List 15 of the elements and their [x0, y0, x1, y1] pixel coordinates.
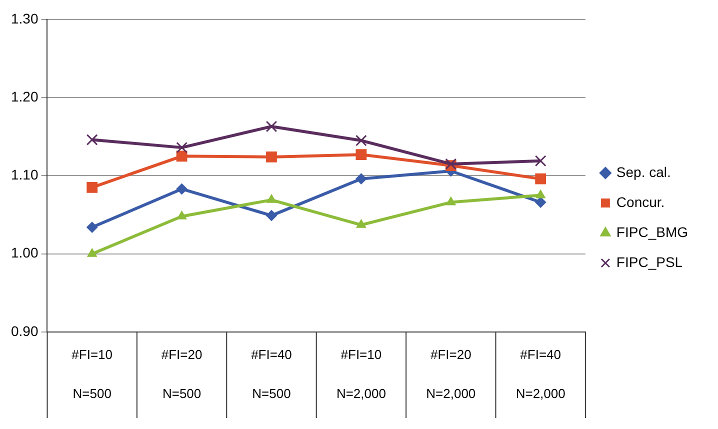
y-tick-label: 1.00 — [11, 244, 38, 261]
category-label: #FI=40 N=2,000 — [516, 347, 566, 402]
y-tick-label: 1.30 — [11, 10, 38, 26]
legend-label: FIPC_BMG — [616, 224, 688, 240]
category-label: #FI=40 N=500 — [251, 347, 292, 402]
y-tick-label: 1.10 — [11, 166, 38, 183]
legend-label: Sep. cal. — [616, 164, 671, 180]
category-label: #FI=20 N=500 — [161, 347, 202, 402]
category-label: #FI=20 N=2,000 — [426, 347, 476, 402]
category-label: #FI=10 N=500 — [72, 347, 113, 402]
legend-label: FIPC_PSL — [616, 254, 683, 270]
y-tick-label: 0.90 — [11, 322, 38, 339]
y-tick-label: 1.20 — [11, 88, 38, 104]
legend-label: Concur. — [616, 194, 665, 210]
category-label: #FI=10 N=2,000 — [336, 347, 386, 402]
